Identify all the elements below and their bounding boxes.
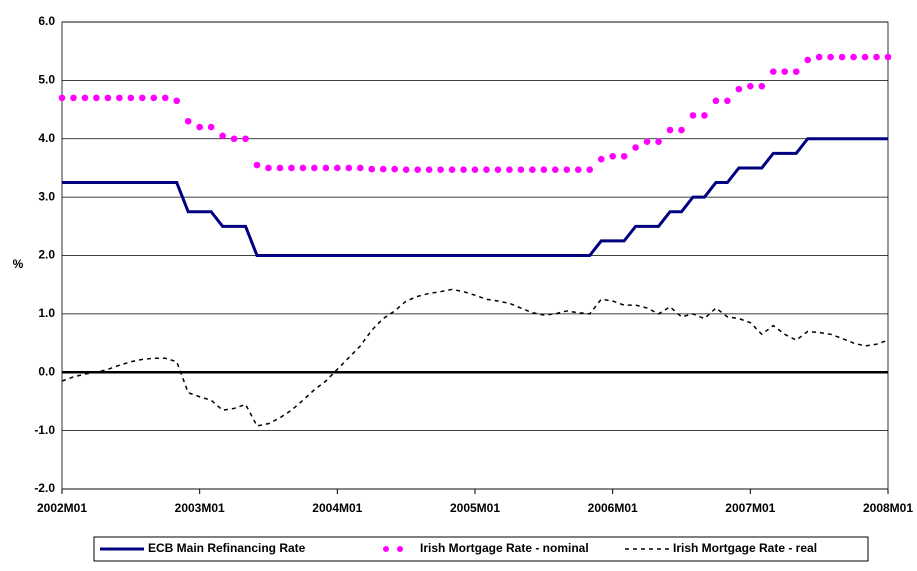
data-point — [712, 97, 720, 105]
x-tick-label: 2008M01 — [863, 501, 913, 515]
data-point — [494, 166, 502, 173]
data-point — [758, 82, 766, 90]
x-tick-label: 2006M01 — [588, 501, 638, 515]
data-point — [81, 94, 89, 102]
data-point — [322, 164, 330, 172]
x-tick-label: 2004M01 — [312, 501, 362, 515]
data-point — [827, 53, 834, 61]
x-tick-label: 2005M01 — [450, 501, 500, 515]
legend-label: ECB Main Refinancing Rate — [148, 541, 306, 555]
y-tick-label: 5.0 — [38, 73, 55, 87]
y-tick-label: -2.0 — [34, 481, 55, 495]
data-point — [666, 126, 674, 134]
legend-marker — [397, 546, 403, 552]
data-point — [529, 166, 536, 173]
data-point — [850, 53, 857, 61]
data-point — [70, 94, 77, 102]
data-point — [884, 53, 892, 61]
data-point — [678, 126, 685, 134]
y-tick-label: 0.0 — [38, 364, 55, 378]
data-point — [93, 94, 100, 102]
data-point — [724, 97, 731, 105]
data-point — [609, 152, 616, 160]
y-tick-label: 6.0 — [38, 14, 55, 28]
data-point — [311, 164, 318, 172]
data-point — [345, 164, 353, 172]
legend-marker — [383, 546, 389, 552]
data-point — [781, 68, 789, 75]
data-point — [437, 166, 444, 173]
data-point — [299, 164, 307, 172]
data-point — [230, 135, 238, 143]
y-tick-label: 3.0 — [38, 189, 55, 203]
data-point — [655, 138, 662, 145]
data-point — [414, 166, 421, 173]
legend-label: Irish Mortgage Rate - nominal — [420, 541, 589, 555]
legend-label: Irish Mortgage Rate - real — [673, 541, 817, 555]
data-point — [506, 166, 513, 173]
data-point — [460, 166, 467, 173]
data-point — [597, 155, 605, 163]
data-point — [288, 164, 295, 172]
data-point — [540, 166, 548, 173]
x-tick-label: 2007M01 — [725, 501, 775, 515]
data-point — [127, 94, 135, 102]
data-point — [391, 165, 398, 173]
y-tick-label: 1.0 — [38, 306, 55, 320]
data-point — [58, 94, 66, 102]
data-point — [139, 94, 146, 102]
data-point — [379, 165, 387, 173]
series-line — [61, 288, 889, 427]
data-point — [574, 166, 582, 173]
y-axis-label: % — [13, 257, 24, 271]
data-point — [368, 165, 376, 173]
data-point — [815, 53, 823, 61]
data-point — [425, 166, 433, 173]
data-point — [161, 94, 169, 102]
data-point — [242, 135, 249, 143]
data-point — [873, 53, 880, 61]
data-point — [769, 68, 777, 75]
y-tick-label: 4.0 — [38, 131, 55, 145]
data-point — [804, 56, 811, 64]
data-point — [701, 112, 708, 119]
data-point — [448, 166, 456, 173]
data-point — [632, 144, 639, 151]
data-point — [196, 123, 203, 131]
data-point — [253, 161, 261, 169]
y-tick-label: -1.0 — [34, 423, 55, 437]
data-point — [735, 85, 743, 93]
data-point — [402, 166, 410, 173]
x-tick-label: 2002M01 — [37, 501, 87, 515]
data-point — [747, 82, 754, 90]
data-point — [184, 117, 192, 125]
data-point — [563, 166, 571, 173]
data-point — [265, 164, 272, 172]
data-point — [471, 166, 479, 173]
y-tick-label: 2.0 — [38, 248, 55, 262]
data-point — [861, 53, 869, 61]
data-point — [150, 94, 158, 102]
data-point — [116, 94, 123, 102]
data-point — [104, 94, 112, 102]
data-point — [586, 166, 594, 173]
data-point — [483, 166, 490, 173]
data-point — [356, 164, 364, 172]
data-point — [207, 123, 215, 131]
x-tick-label: 2003M01 — [175, 501, 225, 515]
data-point — [334, 164, 341, 172]
data-point — [620, 152, 628, 160]
data-point — [792, 68, 800, 75]
data-point — [838, 53, 846, 61]
data-point — [517, 166, 525, 173]
data-point — [643, 138, 651, 145]
data-point — [552, 166, 559, 173]
data-point — [173, 97, 181, 105]
series-line — [62, 137, 888, 257]
data-point — [219, 132, 226, 140]
legend-box — [93, 536, 869, 562]
data-point — [276, 164, 284, 172]
data-point — [689, 112, 697, 119]
